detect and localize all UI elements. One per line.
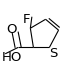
Text: F: F	[23, 13, 30, 26]
Text: O: O	[6, 23, 16, 36]
Text: S: S	[49, 47, 57, 60]
Text: HO: HO	[2, 51, 23, 64]
